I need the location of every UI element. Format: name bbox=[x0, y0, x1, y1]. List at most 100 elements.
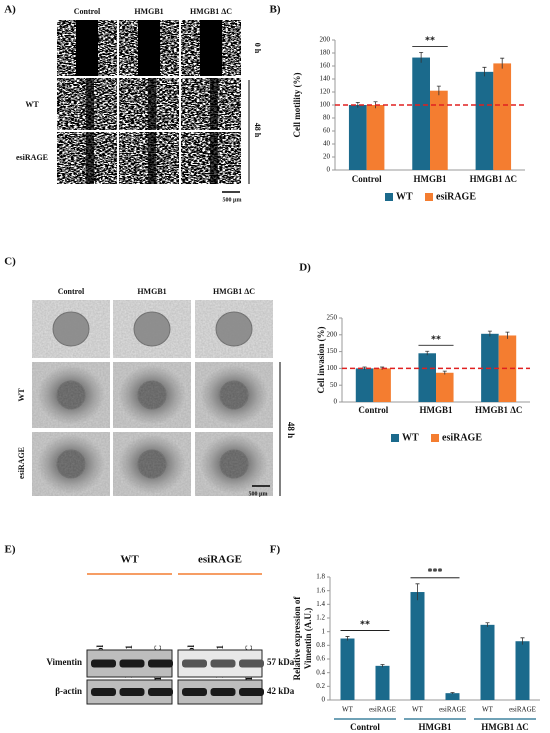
y-tick-label: 1.6 bbox=[316, 586, 325, 594]
bar bbox=[412, 57, 430, 170]
y-tick-label: 50 bbox=[330, 381, 338, 389]
panel-label: B) bbox=[270, 4, 281, 16]
y-tick-label: 180 bbox=[320, 49, 331, 57]
y-tick-label: 40 bbox=[323, 140, 331, 148]
y-tick-label: 100 bbox=[327, 364, 338, 372]
band bbox=[119, 688, 145, 696]
time-label: 0 h bbox=[253, 43, 262, 54]
band bbox=[148, 659, 173, 668]
bar bbox=[475, 71, 494, 170]
bar bbox=[493, 63, 512, 170]
panel-label: F) bbox=[270, 544, 281, 556]
bar bbox=[373, 368, 391, 402]
error-bar bbox=[425, 350, 430, 356]
size-label: 57 kDa bbox=[267, 657, 295, 667]
error-bar bbox=[442, 370, 447, 375]
legend-label: WT bbox=[402, 432, 419, 443]
y-tick-label: 0 bbox=[327, 166, 331, 174]
column-header: Control bbox=[74, 7, 101, 16]
row-label: WT bbox=[25, 100, 39, 109]
wound-gap bbox=[210, 78, 218, 130]
x-tick-label: Control bbox=[358, 405, 388, 415]
y-tick-label: 160 bbox=[320, 62, 331, 70]
y-tick-label: 0 bbox=[334, 398, 338, 406]
band bbox=[119, 659, 145, 668]
error-bar bbox=[487, 330, 492, 337]
scale-label: 500 µm bbox=[223, 197, 242, 203]
panel-label: E) bbox=[5, 544, 16, 556]
error-bar bbox=[482, 66, 487, 77]
wound-gap bbox=[148, 78, 156, 130]
x-tick-label: WT bbox=[342, 706, 354, 714]
scale-label: 500 µm bbox=[249, 491, 268, 497]
legend-swatch bbox=[431, 434, 439, 442]
significance-label: ** bbox=[425, 36, 435, 47]
y-tick-label: 120 bbox=[320, 88, 331, 96]
band bbox=[91, 688, 116, 696]
x-tick-label: HMGB1 bbox=[414, 174, 447, 184]
wound-gap bbox=[200, 20, 222, 76]
y-tick-label: 0.4 bbox=[316, 668, 325, 676]
legend-label: esiRAGE bbox=[436, 191, 476, 202]
y-tick-label: 140 bbox=[320, 75, 331, 83]
time-label: 48 h bbox=[286, 422, 296, 438]
x-tick-label: WT bbox=[412, 706, 424, 714]
error-bar bbox=[355, 102, 360, 108]
micrograph-texture bbox=[113, 432, 191, 496]
bar bbox=[418, 353, 436, 402]
wound-gap bbox=[138, 20, 160, 76]
bar bbox=[436, 372, 454, 402]
band bbox=[210, 688, 236, 696]
size-label: 42 kDa bbox=[267, 686, 295, 696]
bar bbox=[348, 105, 367, 170]
bar bbox=[366, 105, 385, 170]
error-bar bbox=[380, 664, 385, 668]
x-tick-label: WT bbox=[482, 706, 494, 714]
column-header: HMGB1 bbox=[137, 287, 166, 296]
wound-gap bbox=[210, 132, 218, 184]
error-bar bbox=[500, 57, 505, 69]
legend-label: WT bbox=[396, 191, 413, 202]
x-tick-label: esiRAGE bbox=[509, 706, 536, 714]
x-tick-label: HMGB1 ΔC bbox=[475, 405, 522, 415]
group-label: WT bbox=[120, 554, 139, 566]
legend-swatch bbox=[391, 434, 399, 442]
error-bar bbox=[436, 85, 441, 96]
x-tick-label: HMGB1 ΔC bbox=[470, 174, 517, 184]
panel-label: D) bbox=[299, 262, 311, 274]
error-bar bbox=[415, 583, 420, 601]
error-bar bbox=[485, 622, 490, 627]
band bbox=[148, 688, 173, 696]
x-tick-label: HMGB1 bbox=[420, 405, 453, 415]
bar bbox=[480, 624, 495, 700]
time-label: 48 h bbox=[253, 123, 262, 138]
x-tick-label: esiRAGE bbox=[439, 706, 466, 714]
row-label: esiRAGE bbox=[17, 447, 26, 479]
y-axis-title: Relative expression of bbox=[292, 596, 302, 681]
micrograph-texture bbox=[113, 362, 191, 428]
bar bbox=[355, 368, 374, 402]
protein-label: Vimentin bbox=[46, 657, 82, 667]
row-label: esiRAGE bbox=[16, 153, 48, 162]
y-tick-label: 20 bbox=[323, 153, 331, 161]
column-header: HMGB1 ΔC bbox=[213, 287, 255, 296]
panel-label: A) bbox=[4, 4, 16, 16]
error-bar bbox=[520, 637, 525, 645]
column-header: HMGB1 ΔC bbox=[190, 7, 232, 16]
y-tick-label: 60 bbox=[323, 127, 331, 135]
legend-swatch bbox=[425, 193, 433, 201]
x-tick-label: Control bbox=[352, 174, 382, 184]
band bbox=[182, 659, 207, 668]
group-label: Control bbox=[350, 722, 380, 732]
y-tick-label: 200 bbox=[327, 330, 338, 338]
micrograph-texture bbox=[32, 300, 110, 358]
band bbox=[239, 688, 264, 696]
y-axis-title: Vimentin (A.U.) bbox=[303, 608, 313, 669]
protein-label: β-actin bbox=[55, 686, 82, 696]
micrograph-texture bbox=[113, 300, 191, 358]
error-bar bbox=[362, 366, 367, 370]
x-tick-label: esiRAGE bbox=[369, 706, 396, 714]
bar bbox=[498, 335, 517, 402]
band bbox=[182, 688, 207, 696]
